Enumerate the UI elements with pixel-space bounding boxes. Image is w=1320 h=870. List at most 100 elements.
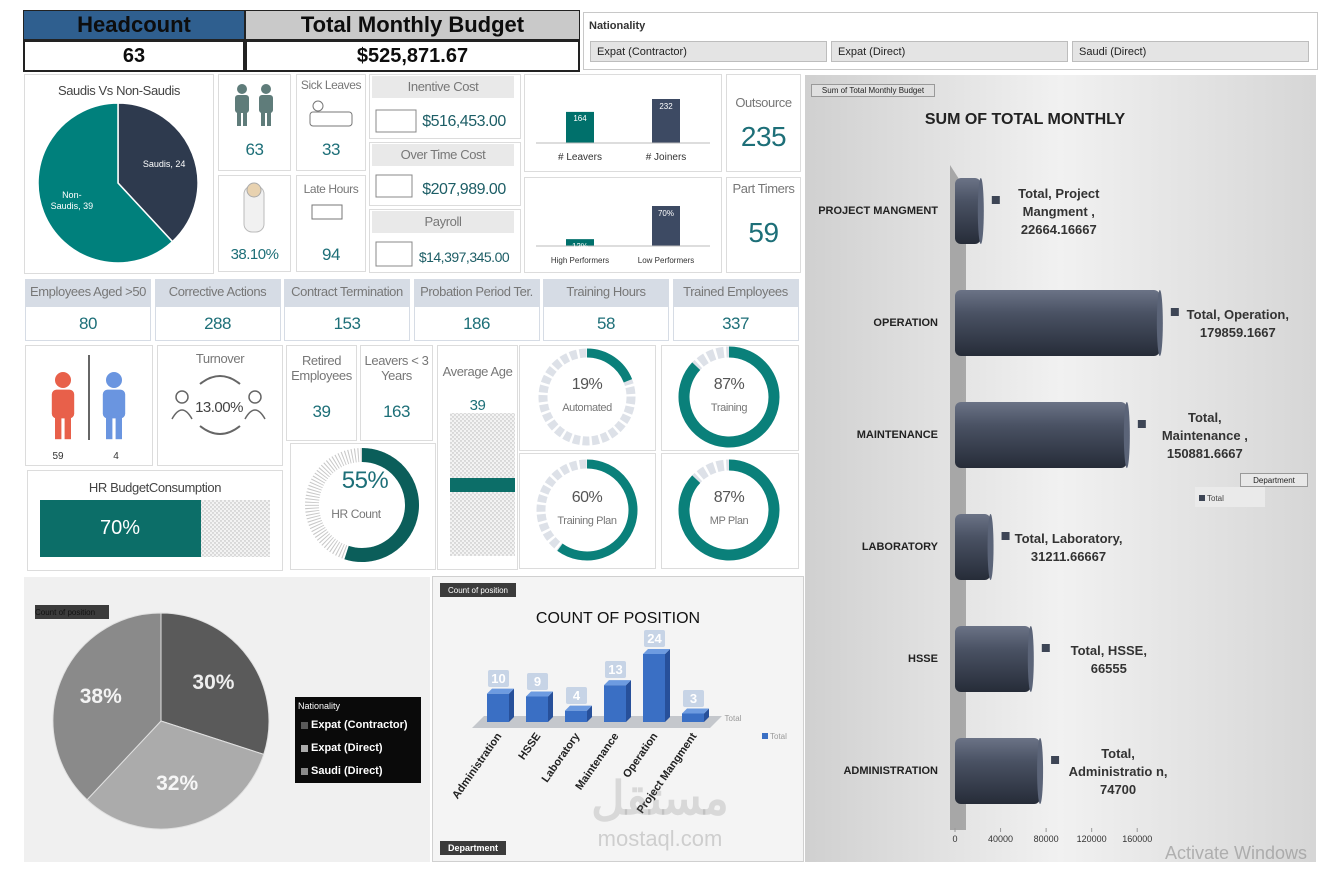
y-tick-label: HSSE <box>908 653 938 665</box>
kpi-value: 235 <box>740 121 787 152</box>
icon <box>199 375 241 385</box>
icon <box>246 182 262 198</box>
column-top <box>487 688 514 694</box>
card <box>524 74 722 172</box>
icon <box>55 416 62 440</box>
kpi-label: Contract Termination <box>291 284 403 300</box>
column-side <box>548 691 553 722</box>
icon <box>237 84 247 94</box>
pie-slice <box>37 102 174 264</box>
kpi-value: 94 <box>322 245 340 264</box>
data-label: 32% <box>156 771 199 795</box>
slicer-button[interactable]: Saudi (Direct) <box>1072 41 1309 62</box>
kpi-label: Leavers < 3 Years <box>364 353 429 383</box>
column-front <box>643 654 665 722</box>
progress-label: 70% <box>99 517 141 539</box>
column-side <box>704 708 709 722</box>
legend-entry: Saudi (Direct) <box>311 765 383 777</box>
icon <box>261 84 271 94</box>
bar-cap <box>987 514 994 580</box>
panel <box>805 75 1316 862</box>
kpi-label: Part Timers <box>732 180 795 196</box>
legend <box>295 697 421 783</box>
bar <box>652 206 680 246</box>
kpi-label: Training Hours <box>566 284 646 300</box>
card <box>726 177 801 273</box>
icon <box>375 174 413 198</box>
label-strip <box>154 279 281 306</box>
bar-cap <box>1156 290 1163 356</box>
kpi-value: 4 <box>113 450 119 462</box>
kpi-value: 80 <box>79 314 97 333</box>
kpi-label: Payroll <box>424 213 462 229</box>
column-front <box>682 713 704 722</box>
y-tick-label: MAINTENANCE <box>856 429 938 441</box>
column <box>643 649 670 722</box>
kpi-value: 186 <box>463 314 490 333</box>
icon <box>312 100 324 112</box>
column-side <box>509 688 514 722</box>
kpi-value: 59 <box>52 450 64 462</box>
card <box>284 306 410 341</box>
data-label: 30% <box>192 670 235 694</box>
label-strip <box>25 279 151 306</box>
x-tick-label: 40000 <box>988 834 1014 844</box>
bar <box>955 738 1041 804</box>
data-label: Non-Saudis, 39 <box>50 190 94 212</box>
column <box>487 688 514 722</box>
kpi-value: 153 <box>333 314 361 333</box>
gauge-value: 55% <box>341 467 389 494</box>
icon <box>235 95 249 113</box>
column <box>604 680 631 722</box>
data-label: Total, Maintenance , 150881.6667 <box>1161 409 1248 462</box>
data-label: Total, HSSE, 66555 <box>1070 642 1147 676</box>
headcount-header: Headcount <box>23 10 245 40</box>
data-label: 9 <box>527 672 548 690</box>
slicer-title: Nationality <box>589 20 646 32</box>
gauge-arc <box>557 459 638 561</box>
kpi-label: HR BudgetConsumption <box>88 479 222 495</box>
column-front <box>565 710 587 722</box>
data-label: Total, Laboratory, 31211.66667 <box>1014 530 1123 564</box>
chart-title: COUNT OF POSITION <box>535 610 701 627</box>
kpi-label: Outsource <box>735 94 792 110</box>
x-tick-label: 120000 <box>1076 834 1107 844</box>
column <box>526 691 553 722</box>
legend-entry: Total <box>770 731 787 741</box>
kpi-label: Over Time Cost <box>400 146 486 162</box>
icon <box>244 409 266 420</box>
kpi-label: Inentive Cost <box>407 78 479 94</box>
kpi-label: Probation Period Ter. <box>420 284 533 300</box>
gauge-arc <box>678 459 780 561</box>
card <box>157 345 283 466</box>
kpi-label: Corrective Actions <box>168 284 267 300</box>
x-tick-label: 0 <box>952 834 958 844</box>
kpi-value: 39 <box>469 396 486 414</box>
progress-bar <box>40 500 201 557</box>
slicer-button[interactable]: Expat (Direct) <box>831 41 1068 62</box>
kpi-value: 288 <box>204 314 231 333</box>
watermark: mostaql.com <box>597 826 723 851</box>
bar-cap <box>1123 402 1130 468</box>
gauge-label: Automated <box>562 401 612 414</box>
label-marker <box>1051 756 1060 764</box>
card <box>25 306 151 341</box>
data-label: 164 <box>573 114 587 124</box>
x-tick-label: 80000 <box>1033 834 1059 844</box>
legend-swatch <box>1199 495 1205 501</box>
label-strip <box>543 279 669 306</box>
column <box>682 708 709 722</box>
gauge-track <box>538 348 636 446</box>
icon <box>375 109 417 133</box>
slicer-button[interactable]: Expat (Contractor) <box>590 41 827 62</box>
column-side <box>587 705 592 722</box>
icon <box>261 112 265 126</box>
gauge-value: 87% <box>713 489 745 506</box>
x-tick-label: 160000 <box>1122 834 1153 844</box>
icon <box>237 112 241 126</box>
budget-header: Total Monthly Budget <box>245 10 580 40</box>
column-front <box>604 685 626 722</box>
bar <box>955 626 1031 692</box>
legend-swatch <box>301 722 308 729</box>
data-label: 24 <box>644 630 665 647</box>
